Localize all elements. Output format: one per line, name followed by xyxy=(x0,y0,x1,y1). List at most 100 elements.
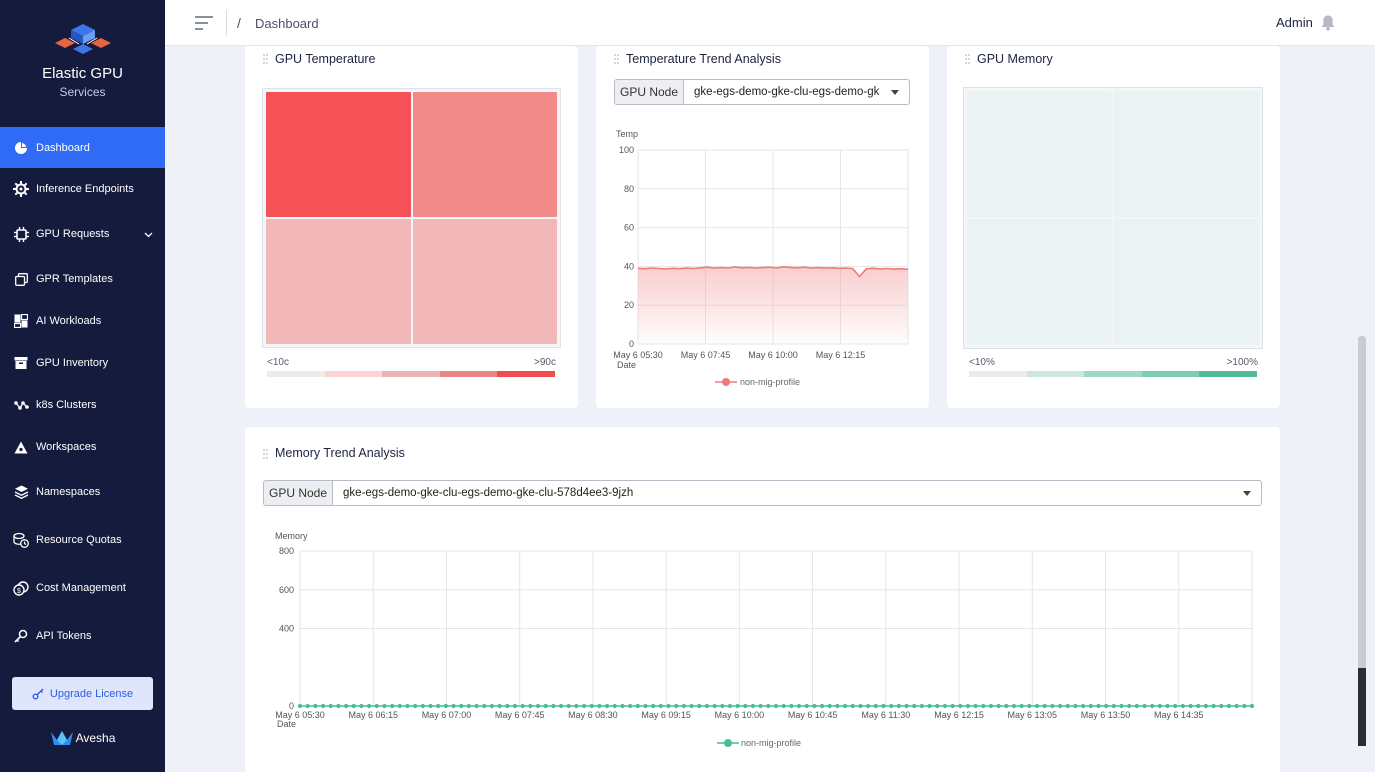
series-point xyxy=(858,703,863,709)
series-point xyxy=(935,703,940,709)
series-point xyxy=(988,703,994,709)
legend-swatch xyxy=(382,371,440,377)
x-tick-label: May 6 07:45 xyxy=(495,710,545,720)
sidebar-item-api-tokens[interactable]: API Tokens xyxy=(0,612,165,660)
heatmap-cell[interactable] xyxy=(967,219,1112,345)
series-point xyxy=(443,703,448,709)
series-point xyxy=(628,703,633,709)
x-tick-label: May 6 05:30 xyxy=(275,710,325,720)
series-point xyxy=(842,703,848,709)
y-tick-label: 800 xyxy=(279,546,294,556)
card-title: GPU Memory xyxy=(977,52,1053,66)
sidebar-item-ai-workloads[interactable]: AI Workloads xyxy=(0,300,165,342)
sidebar-item-label: k8s Clusters xyxy=(36,399,97,411)
series-point xyxy=(436,703,441,709)
page-scrollbar-thumb[interactable] xyxy=(1358,668,1366,746)
series-point xyxy=(1057,703,1063,709)
heatmap-cell[interactable] xyxy=(1114,91,1259,217)
memory-trend-card: Memory Trend Analysis GPU Node gke-egs-d… xyxy=(245,427,1280,772)
sidebar-item-label: Cost Management xyxy=(36,582,126,594)
series-point xyxy=(351,703,356,709)
sidebar-item-label: GPR Templates xyxy=(36,273,113,285)
x-tick-label: May 6 10:00 xyxy=(748,350,798,360)
heatmap-cell[interactable] xyxy=(266,92,411,217)
series-point xyxy=(466,703,472,709)
temperature-trend-card: Temperature Trend Analysis GPU Node gke-… xyxy=(596,46,929,408)
sidebar-item-k8s-clusters[interactable]: k8s Clusters xyxy=(0,384,165,426)
series-point xyxy=(459,703,464,709)
sidebar-item-namespaces[interactable]: Namespaces xyxy=(0,468,165,516)
series-point xyxy=(743,703,748,709)
gpu-node-select[interactable]: GPU Node gke-egs-demo-gke-clu-egs-demo-g… xyxy=(614,79,910,105)
sidebar-item-gpr-templates[interactable]: GPR Templates xyxy=(0,258,165,300)
sidebar-item-inference-endpoints[interactable]: Inference Endpoints xyxy=(0,168,165,210)
series-point xyxy=(413,703,418,709)
drag-handle-icon[interactable] xyxy=(263,449,269,459)
gpu-node-select[interactable]: GPU Node gke-egs-demo-gke-clu-egs-demo-g… xyxy=(263,480,1262,506)
series-point xyxy=(1011,703,1017,709)
series-point xyxy=(827,703,832,709)
copy-icon xyxy=(13,271,29,287)
series-point xyxy=(697,703,702,709)
legend-swatch xyxy=(969,371,1027,377)
series-point xyxy=(796,703,802,709)
series-point xyxy=(566,703,571,709)
series-point xyxy=(635,703,640,709)
sidebar-item-dashboard[interactable]: Dashboard xyxy=(0,127,165,168)
sidebar-item-cost-management[interactable]: $ Cost Management xyxy=(0,564,165,612)
series-point xyxy=(581,703,587,709)
legend-max-label: >100% xyxy=(1226,357,1258,368)
series-point xyxy=(320,703,326,709)
sidebar-item-workspaces[interactable]: Workspaces xyxy=(0,426,165,468)
series-point xyxy=(1034,703,1040,709)
sidebar-item-gpu-inventory[interactable]: GPU Inventory xyxy=(0,342,165,384)
series-point xyxy=(950,703,955,709)
x-tick-label: May 6 11:30 xyxy=(861,710,910,720)
menu-toggle-icon[interactable] xyxy=(194,14,214,32)
legend-swatch xyxy=(497,371,555,377)
series-point xyxy=(643,703,648,709)
drag-handle-icon[interactable] xyxy=(965,54,971,64)
series-point xyxy=(973,703,978,709)
series-point xyxy=(674,703,679,709)
series-point xyxy=(881,703,886,709)
workspace-icon xyxy=(13,439,29,455)
series-point xyxy=(789,703,794,709)
series-point xyxy=(497,703,502,709)
breadcrumb[interactable]: Dashboard xyxy=(255,16,319,31)
heatmap-cell[interactable] xyxy=(967,91,1112,217)
avesha-logo: Avesha xyxy=(0,730,165,746)
heatmap-cell[interactable] xyxy=(266,219,411,344)
x-tick-label: May 6 14:35 xyxy=(1154,710,1204,720)
page-scrollbar-track[interactable] xyxy=(1358,336,1366,746)
series-point xyxy=(1150,703,1155,709)
drag-handle-icon[interactable] xyxy=(614,54,620,64)
gpu-memory-heatmap xyxy=(963,87,1263,349)
drag-handle-icon[interactable] xyxy=(263,54,269,64)
sidebar-item-label: Namespaces xyxy=(36,486,101,498)
series-point xyxy=(328,703,333,709)
gpu-node-dropdown[interactable]: gke-egs-demo-gke-clu-egs-demo-gke-clu-57… xyxy=(333,481,1261,505)
heatmap-cell[interactable] xyxy=(1114,219,1259,345)
gpu-node-dropdown[interactable]: gke-egs-demo-gke-clu-egs-demo-gke-clu-57… xyxy=(684,80,909,104)
heatmap-cell[interactable] xyxy=(412,92,557,217)
legend-marker xyxy=(724,739,732,747)
series-point xyxy=(1073,703,1078,709)
sidebar-nav: Dashboard Inference Endpoints GPU Reques… xyxy=(0,127,165,660)
sidebar-item-gpu-requests[interactable]: GPU Requests xyxy=(0,210,165,258)
x-tick-label: May 6 06:15 xyxy=(348,710,398,720)
heatmap-cell[interactable] xyxy=(412,219,557,344)
y-tick-label: 80 xyxy=(624,184,634,194)
sidebar-item-resource-quotas[interactable]: Resource Quotas xyxy=(0,516,165,564)
series-point xyxy=(1134,703,1139,709)
series-point xyxy=(512,703,518,709)
bell-icon[interactable] xyxy=(1320,14,1336,31)
topbar-divider xyxy=(226,10,227,36)
x-tick-label: May 6 13:50 xyxy=(1081,710,1131,720)
sidebar: Elastic GPU Services Dashboard Inference… xyxy=(0,0,165,772)
series-point xyxy=(543,703,548,709)
user-name[interactable]: Admin xyxy=(1276,15,1313,30)
series-point xyxy=(374,703,379,709)
upgrade-license-button[interactable]: Upgrade License xyxy=(12,677,153,710)
series-point xyxy=(489,703,495,709)
